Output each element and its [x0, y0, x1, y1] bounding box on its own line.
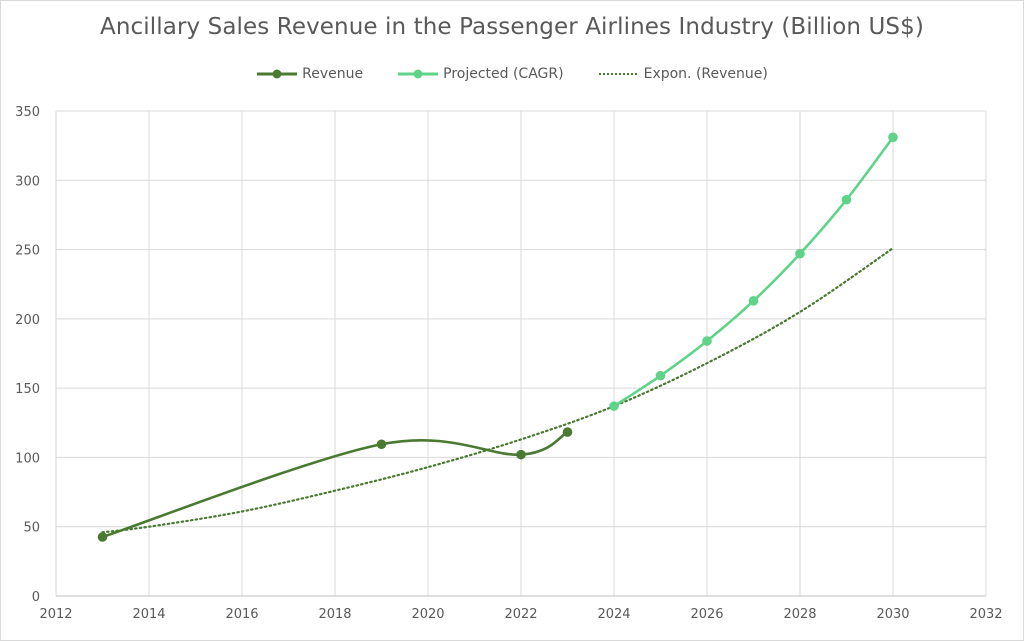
y-tick-label: 300	[15, 174, 40, 189]
data-point-projected-cagr	[841, 194, 852, 205]
x-tick-label: 2022	[504, 607, 537, 622]
x-tick-label: 2024	[597, 607, 630, 622]
legend-swatch-projected	[398, 69, 439, 79]
data-point-revenue	[97, 532, 108, 542]
data-point-revenue	[376, 439, 387, 450]
data-point-revenue	[516, 449, 526, 460]
legend: Revenue Projected (CAGR) Expon. (Revenue…	[0, 62, 1024, 86]
legend-item-expon: Expon. (Revenue)	[598, 66, 768, 82]
x-tick-label: 2012	[39, 607, 72, 622]
x-tick-label: 2020	[411, 607, 444, 622]
legend-swatch-expon	[598, 73, 639, 75]
x-tick-label: 2032	[969, 607, 1002, 622]
series-line-projected-cagr	[612, 136, 895, 408]
chart-title: Ancillary Sales Revenue in the Passenger…	[100, 14, 924, 40]
legend-label-projected: Projected (CAGR)	[443, 66, 564, 82]
data-point-projected-cagr	[609, 401, 619, 411]
y-tick-label: 200	[15, 313, 40, 328]
legend-label-revenue: Revenue	[302, 66, 364, 82]
x-tick-label: 2030	[876, 607, 909, 622]
y-tick-label: 350	[15, 105, 40, 120]
x-tick-label: 2026	[690, 607, 723, 622]
x-tick-label: 2028	[783, 607, 816, 622]
y-tick-label: 150	[15, 382, 40, 397]
data-point-projected-cagr	[748, 296, 759, 306]
x-tick-label: 2016	[225, 607, 258, 622]
data-point-projected-cagr	[888, 132, 898, 143]
legend-item-revenue: Revenue	[256, 66, 363, 82]
legend-label-expon: Expon. (Revenue)	[643, 66, 768, 82]
data-point-revenue	[562, 427, 573, 437]
data-point-projected-cagr	[655, 370, 666, 381]
y-tick-label: 0	[32, 590, 40, 605]
x-tick-label: 2018	[318, 607, 351, 622]
series-line-expon-revenue	[101, 247, 895, 534]
series-line-revenue	[101, 430, 569, 539]
data-point-projected-cagr	[702, 336, 712, 346]
y-tick-label: 250	[15, 244, 40, 259]
legend-item-projected: Projected (CAGR)	[397, 66, 564, 82]
y-tick-label: 100	[15, 451, 40, 466]
x-tick-label: 2014	[132, 607, 165, 622]
legend-swatch-revenue	[257, 69, 298, 79]
y-tick-label: 50	[23, 521, 40, 536]
data-point-projected-cagr	[795, 248, 805, 259]
